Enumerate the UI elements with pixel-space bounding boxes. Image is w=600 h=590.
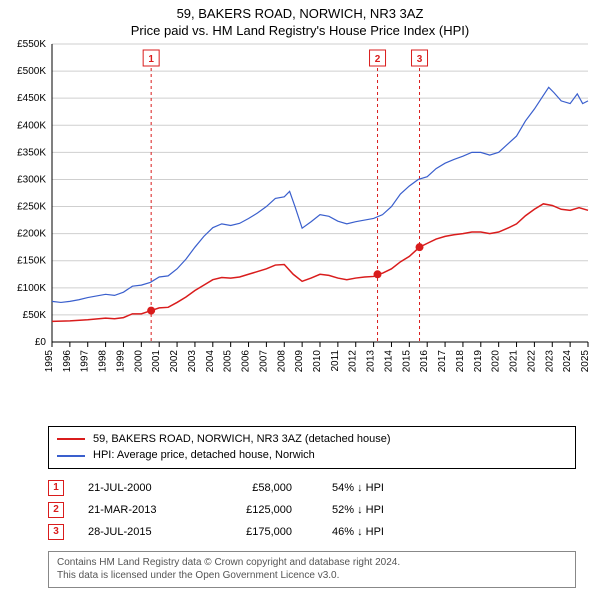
x-tick-label: 2001	[151, 349, 162, 372]
x-tick-label: 2010	[312, 349, 323, 372]
event-row-price: £175,000	[212, 526, 292, 538]
x-tick-label: 2017	[437, 349, 448, 372]
x-tick-label: 2016	[419, 349, 430, 372]
event-badge-2: 2	[375, 54, 381, 65]
event-row-price: £58,000	[212, 482, 292, 494]
legend-swatch	[57, 455, 85, 457]
event-row: 1 21-JUL-2000 £58,000 54% ↓ HPI	[48, 477, 576, 499]
x-tick-label: 2024	[562, 349, 573, 372]
event-row-badge: 2	[48, 502, 64, 518]
y-tick-label: £450K	[17, 93, 46, 104]
x-tick-label: 2011	[330, 349, 341, 371]
legend-swatch	[57, 438, 85, 440]
footer-line-2: This data is licensed under the Open Gov…	[57, 569, 567, 583]
event-badge-1: 1	[148, 54, 154, 65]
legend-label: 59, BAKERS ROAD, NORWICH, NR3 3AZ (detac…	[93, 431, 391, 448]
x-tick-label: 2007	[258, 349, 269, 372]
y-tick-label: £500K	[17, 66, 46, 77]
event-row-hpi: 54% ↓ HPI	[332, 482, 384, 494]
x-tick-label: 2008	[276, 349, 287, 372]
x-tick-label: 1997	[80, 349, 91, 372]
footer-line-1: Contains HM Land Registry data © Crown c…	[57, 556, 567, 570]
y-tick-label: £100K	[17, 283, 46, 294]
title-line-2: Price paid vs. HM Land Registry's House …	[0, 23, 600, 40]
x-tick-label: 2021	[509, 349, 520, 372]
footer-credits: Contains HM Land Registry data © Crown c…	[48, 551, 576, 588]
x-tick-label: 2006	[241, 349, 252, 372]
y-tick-label: £200K	[17, 228, 46, 239]
x-tick-label: 2009	[294, 349, 305, 372]
y-tick-label: £150K	[17, 256, 46, 267]
event-row-price: £125,000	[212, 504, 292, 516]
x-tick-label: 2003	[187, 349, 198, 372]
y-tick-label: £0	[35, 337, 47, 348]
x-tick-label: 2005	[223, 349, 234, 372]
event-row-hpi: 46% ↓ HPI	[332, 526, 384, 538]
x-tick-label: 1998	[98, 349, 109, 372]
y-tick-label: £550K	[17, 40, 46, 50]
x-tick-label: 2022	[526, 349, 537, 372]
legend-label: HPI: Average price, detached house, Norw…	[93, 447, 315, 464]
event-row-badge: 1	[48, 480, 64, 496]
y-tick-label: £300K	[17, 174, 46, 185]
x-tick-label: 2002	[169, 349, 180, 372]
legend-row: 59, BAKERS ROAD, NORWICH, NR3 3AZ (detac…	[57, 431, 567, 448]
x-tick-label: 2019	[473, 349, 484, 372]
chart-area: £0 £50K £100K £150K £200K £250K £300K £350K £400…	[0, 40, 600, 420]
series-hpi	[52, 87, 588, 302]
event-row-hpi: 52% ↓ HPI	[332, 504, 384, 516]
x-tick-label: 1995	[44, 349, 55, 372]
chart-title-block: 59, BAKERS ROAD, NORWICH, NR3 3AZ Price …	[0, 0, 600, 40]
y-tick-label: £50K	[23, 310, 47, 321]
x-tick-label: 2004	[205, 349, 216, 372]
y-tick-label: £400K	[17, 120, 46, 131]
x-tick-label: 2023	[544, 349, 555, 372]
x-tick-label: 1999	[115, 349, 126, 372]
x-tick-label: 1996	[62, 349, 73, 372]
legend-box: 59, BAKERS ROAD, NORWICH, NR3 3AZ (detac…	[48, 426, 576, 469]
events-table: 1 21-JUL-2000 £58,000 54% ↓ HPI 2 21-MAR-2013…	[48, 477, 576, 543]
legend-row: HPI: Average price, detached house, Norw…	[57, 447, 567, 464]
chart-svg: £0 £50K £100K £150K £200K £250K £300K £350K £400…	[0, 40, 600, 420]
event-row: 3 28-JUL-2015 £175,000 46% ↓ HPI	[48, 521, 576, 543]
event-row-date: 28-JUL-2015	[88, 526, 188, 538]
event-row-date: 21-JUL-2000	[88, 482, 188, 494]
x-tick-label: 2013	[366, 349, 377, 372]
x-tick-label: 2018	[455, 349, 466, 372]
x-tick-label: 2015	[401, 349, 412, 372]
x-tick-label: 2025	[580, 349, 591, 372]
x-tick-label: 2014	[383, 349, 394, 372]
y-tick-label: £250K	[17, 201, 46, 212]
event-row-date: 21-MAR-2013	[88, 504, 188, 516]
x-tick-label: 2012	[348, 349, 359, 372]
event-row: 2 21-MAR-2013 £125,000 52% ↓ HPI	[48, 499, 576, 521]
y-tick-label: £350K	[17, 147, 46, 158]
series-price_paid	[52, 204, 588, 322]
x-tick-label: 2000	[133, 349, 144, 372]
x-tick-label: 2020	[491, 349, 502, 372]
event-badge-3: 3	[417, 54, 423, 65]
title-line-1: 59, BAKERS ROAD, NORWICH, NR3 3AZ	[0, 6, 600, 23]
event-row-badge: 3	[48, 524, 64, 540]
